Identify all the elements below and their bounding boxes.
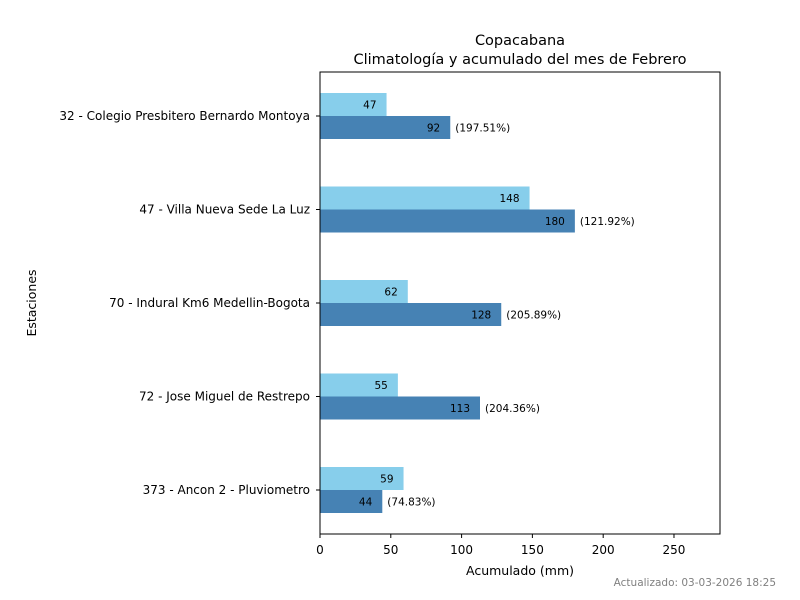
bar-climatologia: [320, 373, 398, 397]
bar-value-label: 62: [384, 287, 397, 299]
y-tick-label: 70 - Indural Km6 Medellin-Bogota: [109, 296, 310, 310]
bar-acumulado: [320, 116, 451, 139]
percent-label: (121.92%): [580, 216, 635, 228]
bar-acumulado: [320, 396, 480, 420]
x-tick-label: 100: [450, 543, 473, 557]
bar-value-label: 148: [500, 193, 520, 205]
bar-value-label: 128: [471, 310, 491, 322]
percent-label: (74.83%): [387, 497, 435, 509]
bar-acumulado: [320, 490, 383, 513]
x-axis-label: Acumulado (mm): [466, 563, 574, 578]
bar-climatologia: [320, 93, 387, 116]
percent-label: (205.89%): [506, 310, 561, 322]
x-tick-label: 0: [316, 543, 324, 557]
bar-value-label: 180: [545, 216, 565, 228]
bar-climatologia: [320, 280, 408, 303]
bar-value-label: 92: [427, 123, 440, 135]
percent-label: (197.51%): [455, 123, 510, 135]
chart-title: Copacabana: [475, 33, 565, 49]
bar-value-label: 44: [359, 497, 373, 509]
y-tick-label: 32 - Colegio Presbitero Bernardo Montoya: [59, 109, 310, 123]
x-tick-label: 50: [383, 543, 398, 557]
bar-value-label: 59: [380, 474, 393, 486]
bar-value-label: 55: [375, 380, 388, 392]
y-tick-label: 373 - Ancon 2 - Pluviometro: [143, 483, 310, 497]
updated-timestamp: Actualizado: 03-03-2026 18:25: [614, 577, 776, 589]
y-tick-label: 47 - Villa Nueva Sede La Luz: [139, 203, 310, 217]
x-tick-label: 200: [592, 543, 615, 557]
chart-subtitle: Climatología y acumulado del mes de Febr…: [354, 52, 687, 68]
bar-acumulado: [320, 209, 575, 233]
percent-label: (204.36%): [485, 403, 540, 415]
bar-climatologia: [320, 186, 530, 210]
bar-acumulado: [320, 303, 502, 326]
bar-climatologia: [320, 467, 404, 490]
bar-value-label: 113: [450, 403, 470, 415]
y-tick-label: 72 - Jose Miguel de Restrepo: [139, 390, 310, 404]
bar-value-label: 47: [363, 100, 376, 112]
x-tick-label: 150: [521, 543, 544, 557]
y-axis-label: Estaciones: [24, 269, 39, 336]
x-tick-label: 250: [663, 543, 686, 557]
